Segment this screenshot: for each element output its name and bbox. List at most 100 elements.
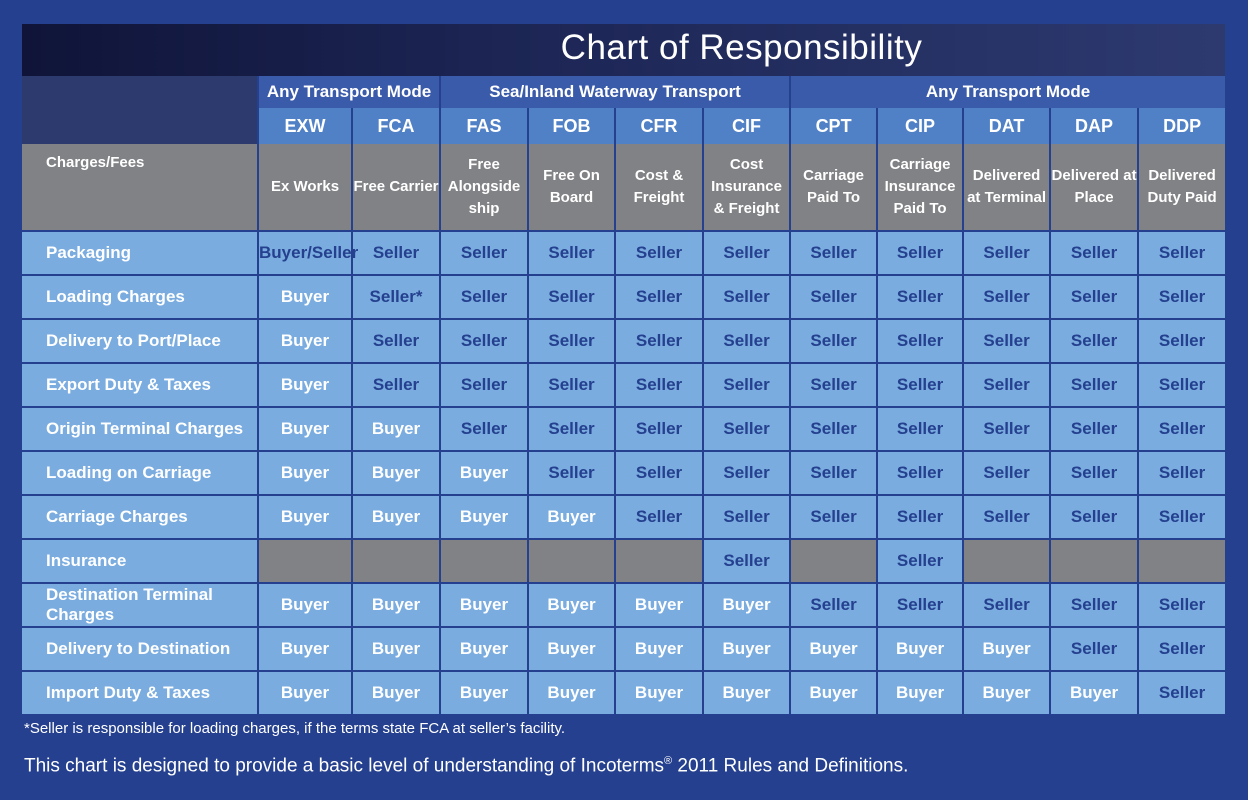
responsibility-cell: Seller xyxy=(876,230,964,275)
responsibility-cell: Buyer xyxy=(1049,670,1139,714)
term-name-cfr: Cost & Freight xyxy=(614,144,704,231)
responsibility-cell: Buyer xyxy=(350,494,441,539)
responsibility-cell: Seller xyxy=(614,230,704,275)
responsibility-cell: Buyer xyxy=(876,670,964,714)
table-row: Import Duty & Taxes Buyer Buyer Buyer Buyer B… xyxy=(22,670,1226,714)
responsibility-cell: Seller xyxy=(527,450,616,495)
responsibility-cell: Seller xyxy=(876,274,964,319)
term-code-cfr: CFR xyxy=(614,108,704,144)
term-code-dap: DAP xyxy=(1049,108,1139,144)
row-label: Packaging xyxy=(22,230,258,275)
group-header: Any Transport Mode xyxy=(789,76,1226,108)
responsibility-cell: Seller xyxy=(789,450,878,495)
responsibility-cell: Seller xyxy=(1049,494,1139,539)
responsibility-cell: Seller xyxy=(962,582,1051,627)
responsibility-cell: Seller xyxy=(350,318,441,363)
responsibility-cell: Buyer xyxy=(527,494,616,539)
group-header: Sea/Inland Waterway Transport xyxy=(439,76,791,108)
responsibility-chart: Chart of Responsibility Any Transport Mo… xyxy=(22,24,1226,776)
row-label: Export Duty & Taxes xyxy=(22,362,258,407)
term-description-row: Charges/Fees Ex Works Free Carrier Free Al… xyxy=(22,144,1226,231)
responsibility-cell: Seller xyxy=(527,406,616,451)
term-name-fob: Free On Board xyxy=(527,144,616,231)
responsibility-cell: Seller xyxy=(702,406,791,451)
responsibility-cell: Seller xyxy=(962,362,1051,407)
responsibility-cell: Seller xyxy=(527,318,616,363)
responsibility-cell: Seller xyxy=(789,582,878,627)
responsibility-cell: Buyer xyxy=(439,582,529,627)
row-label: Loading on Carriage xyxy=(22,450,258,495)
responsibility-cell: Buyer xyxy=(257,406,352,451)
responsibility-cell: Buyer xyxy=(614,626,704,671)
registered-mark: ® xyxy=(664,755,673,767)
responsibility-cell: Buyer xyxy=(257,274,352,319)
term-name-dap: Delivered at Place xyxy=(1049,144,1139,231)
responsibility-cell: Buyer xyxy=(702,670,791,714)
responsibility-cell: Buyer xyxy=(962,670,1051,714)
responsibility-cell: Buyer xyxy=(702,582,791,627)
responsibility-cell: Seller xyxy=(439,362,529,407)
responsibility-cell: Buyer xyxy=(527,626,616,671)
responsibility-cell: Seller xyxy=(702,494,791,539)
responsibility-cell: Seller xyxy=(789,406,878,451)
responsibility-cell: Seller xyxy=(1137,626,1226,671)
responsibility-cell: Seller xyxy=(1137,362,1226,407)
responsibility-cell: Seller xyxy=(614,274,704,319)
responsibility-cell: Seller xyxy=(962,318,1051,363)
responsibility-cell: Buyer xyxy=(350,670,441,714)
table-row: Insurance Seller Seller xyxy=(22,538,1226,583)
responsibility-cell: Buyer xyxy=(614,582,704,627)
responsibility-cell: Seller xyxy=(789,494,878,539)
responsibility-cell: Seller xyxy=(702,318,791,363)
responsibility-cell: Seller xyxy=(439,406,529,451)
responsibility-cell: Buyer xyxy=(439,450,529,495)
responsibility-cell: Seller xyxy=(614,450,704,495)
term-name-fca: Free Carrier xyxy=(350,144,441,231)
term-code-dat: DAT xyxy=(962,108,1051,144)
responsibility-cell: Seller xyxy=(439,318,529,363)
footnote: *Seller is responsible for loading charg… xyxy=(24,720,566,737)
responsibility-cell xyxy=(257,538,352,583)
chart-title: Chart of Responsibility xyxy=(560,28,923,67)
group-header-blank xyxy=(22,76,258,108)
responsibility-cell: Buyer/Seller xyxy=(257,230,358,275)
responsibility-cell: Buyer xyxy=(439,670,529,714)
responsibility-cell: Seller xyxy=(527,230,616,275)
responsibility-cell: Seller xyxy=(962,494,1051,539)
responsibility-cell: Seller xyxy=(439,230,529,275)
responsibility-cell: Seller xyxy=(1137,318,1226,363)
responsibility-cell: Seller xyxy=(614,318,704,363)
disclaimer-text-end: 2011 Rules and Definitions. xyxy=(672,755,909,777)
responsibility-cell: Seller xyxy=(962,274,1051,319)
responsibility-cell: Seller xyxy=(1049,318,1139,363)
responsibility-cell: Buyer xyxy=(257,450,352,495)
responsibility-cell: Seller xyxy=(962,230,1051,275)
table-row: Export Duty & Taxes Buyer Seller Seller Sell… xyxy=(22,362,1226,407)
responsibility-cell: Seller xyxy=(702,538,791,583)
row-label: Origin Terminal Charges xyxy=(22,406,258,451)
row-label: Delivery to Destination xyxy=(22,626,258,671)
responsibility-cell: Seller xyxy=(527,274,616,319)
responsibility-cell: Seller xyxy=(350,230,441,275)
term-code-row: EXW FCA FAS FOB CFR CIF CPT CIP DAT DAP DDP xyxy=(22,108,1226,144)
responsibility-table: Any Transport Mode Sea/Inland Waterway T… xyxy=(22,76,1226,714)
term-name-cif: Cost Insurance & Freight xyxy=(702,144,791,231)
responsibility-cell: Buyer xyxy=(257,626,352,671)
responsibility-cell: Seller xyxy=(1137,582,1226,627)
table-row: Packaging Buyer/Seller Seller Seller Seller S… xyxy=(22,230,1226,275)
responsibility-cell: Seller xyxy=(702,362,791,407)
responsibility-cell: Seller xyxy=(876,450,964,495)
responsibility-cell xyxy=(1049,538,1139,583)
responsibility-cell: Seller xyxy=(876,362,964,407)
term-code-cip: CIP xyxy=(876,108,964,144)
responsibility-cell: Seller xyxy=(614,494,704,539)
term-code-cif: CIF xyxy=(702,108,791,144)
responsibility-cell: Seller xyxy=(350,362,441,407)
responsibility-cell: Seller xyxy=(789,318,878,363)
responsibility-cell: Seller xyxy=(1137,230,1226,275)
responsibility-cell: Seller xyxy=(439,274,529,319)
row-label: Destination Terminal Charges xyxy=(22,582,258,627)
responsibility-cell: Buyer xyxy=(702,626,791,671)
disclaimer: This chart is designed to provide a basi… xyxy=(24,755,908,777)
responsibility-cell: Seller xyxy=(1049,230,1139,275)
